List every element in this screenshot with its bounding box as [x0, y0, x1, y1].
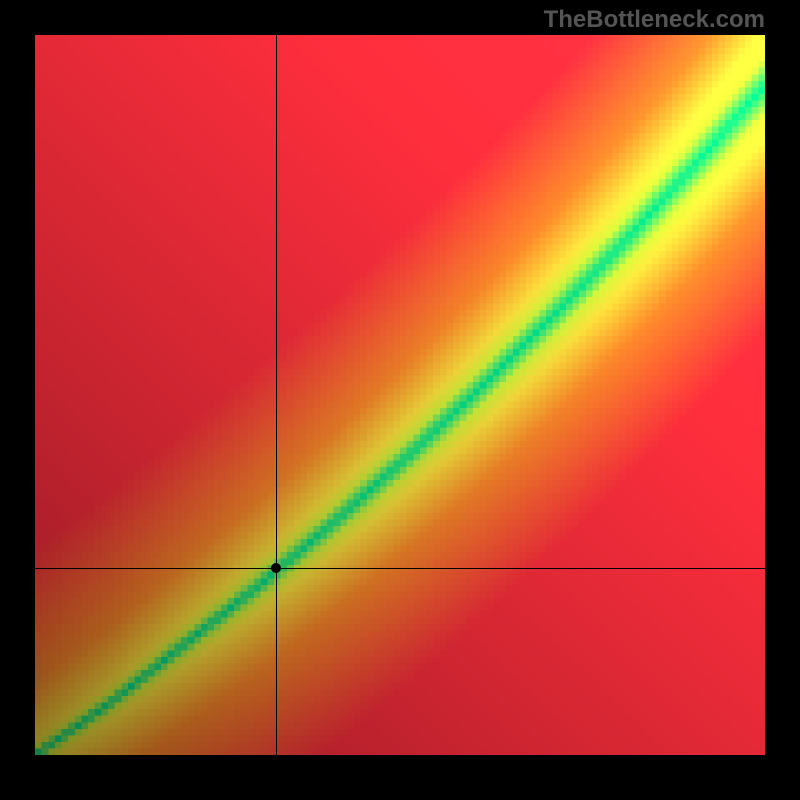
crosshair-horizontal [35, 568, 765, 569]
heatmap-canvas [35, 35, 765, 755]
bottleneck-heatmap [35, 35, 765, 755]
watermark-label: TheBottleneck.com [544, 6, 765, 34]
crosshair-marker [271, 563, 281, 573]
crosshair-vertical [276, 35, 277, 755]
plot-area [35, 35, 765, 755]
